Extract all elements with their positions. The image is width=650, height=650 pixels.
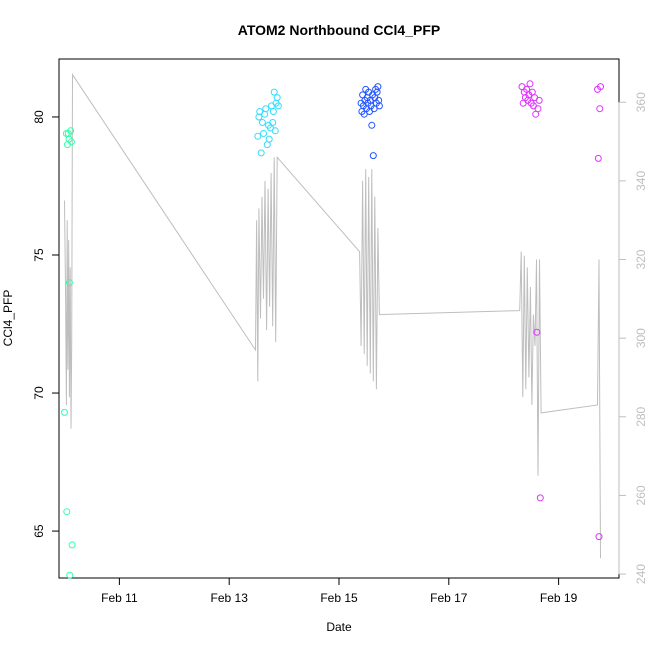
y-axis: 65 70 75 80 [32, 110, 60, 538]
data-point [375, 102, 383, 110]
y2-tick-label: 280 [634, 406, 648, 426]
data-point [67, 127, 75, 135]
data-point [594, 154, 602, 162]
data-point [595, 533, 603, 541]
data-point [596, 105, 604, 113]
data-point [258, 119, 266, 126]
data-point [265, 135, 273, 143]
data-point [65, 279, 73, 287]
data-point [262, 105, 270, 113]
data-point [271, 127, 279, 135]
data-point [254, 132, 262, 140]
data-point [67, 138, 75, 146]
x-axis: Feb 11 Feb 13 Feb 15 Feb 17 Feb 19 [101, 577, 578, 605]
y2-tick-label: 320 [634, 249, 648, 269]
y2-tick-label: 240 [634, 564, 648, 584]
data-point [66, 571, 74, 579]
data-point [368, 121, 376, 129]
y2-tick-label: 360 [634, 92, 648, 112]
data-point [63, 508, 71, 516]
y-tick-label: 75 [32, 248, 46, 262]
y-tick-label: 65 [32, 524, 46, 538]
data-point [526, 80, 534, 88]
secondary-series-line [64, 73, 601, 559]
data-point [274, 102, 282, 110]
data-point [597, 83, 604, 91]
data-point [61, 408, 68, 416]
x-tick-label: Feb 15 [320, 591, 358, 605]
secondary-series-path [64, 73, 601, 559]
data-points [61, 80, 604, 579]
data-point [534, 105, 542, 113]
y2-tick-label: 300 [634, 328, 648, 348]
y-tick-label: 70 [32, 386, 46, 400]
data-point [536, 494, 544, 502]
data-point [533, 328, 541, 336]
x-tick-label: Feb 13 [211, 591, 249, 605]
x-tick-label: Feb 17 [430, 591, 468, 605]
data-point [261, 110, 269, 118]
data-point [260, 130, 267, 137]
data-point [68, 541, 76, 549]
x-tick-label: Feb 11 [101, 591, 138, 605]
data-point [270, 88, 278, 96]
chart-title: ATOM2 Northbound CCl4_PFP [238, 22, 440, 38]
data-point [269, 119, 277, 126]
data-point [535, 96, 543, 104]
data-point [374, 83, 382, 91]
y2-tick-label: 260 [634, 485, 648, 505]
x-tick-label: Feb 19 [540, 591, 578, 605]
data-point [273, 94, 281, 102]
y2-tick-label: 340 [634, 171, 648, 191]
data-point [369, 152, 377, 160]
y-tick-label: 80 [32, 110, 46, 124]
secondary-y-axis: 240 260 280 300 320 340 360 [618, 92, 648, 584]
data-point [257, 149, 265, 157]
y-axis-label: CCl4_PFP [1, 290, 15, 347]
x-axis-label: Date [326, 620, 352, 634]
data-point [269, 108, 277, 115]
